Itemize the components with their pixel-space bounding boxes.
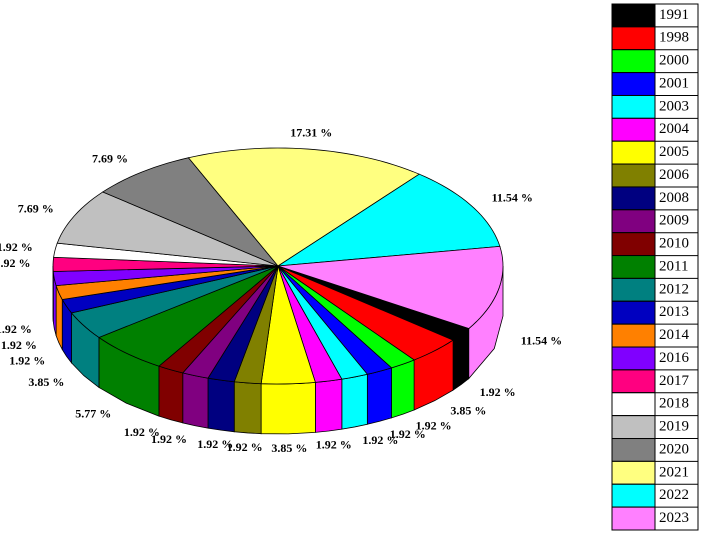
legend-label: 2018 (659, 396, 689, 412)
slice (260, 265, 316, 385)
legend-label: 2019 (659, 419, 689, 435)
legend-swatch (611, 438, 656, 462)
slice (56, 191, 279, 267)
legend-label: 2006 (659, 167, 690, 183)
legend-label: 2009 (659, 213, 689, 229)
value-label: 1.92 % (480, 385, 516, 399)
slice-side (391, 359, 415, 419)
value-label: 1.92 % (197, 437, 233, 451)
legend-swatch (611, 460, 656, 485)
value-label: 11.54 % (521, 334, 562, 348)
legend-label: 2004 (659, 121, 690, 137)
value-label: 1.92 % (0, 322, 32, 336)
legend-swatch (611, 323, 656, 348)
legend-swatch (611, 300, 656, 325)
slice-side (233, 381, 262, 435)
legend-swatch (611, 3, 656, 28)
legend-swatch (611, 209, 656, 234)
value-label: 1.92 % (0, 256, 31, 270)
slice-side (182, 372, 209, 429)
legend-swatch (611, 506, 656, 531)
legend-swatch (611, 26, 656, 51)
legend-swatch (611, 277, 656, 302)
value-label: 7.69 % (18, 201, 54, 215)
slice (101, 157, 279, 267)
value-label: 5.77 % (75, 406, 111, 420)
value-label: 3.85 % (28, 375, 64, 389)
value-label: 1.92 % (0, 240, 33, 254)
legend-swatch (611, 255, 656, 279)
legend-label: 2013 (659, 304, 689, 320)
legend-label: 2012 (659, 281, 689, 297)
legend-label: 2021 (659, 464, 689, 480)
legend-swatch (611, 346, 656, 371)
slice (277, 173, 501, 267)
legend-label: 2022 (659, 487, 689, 503)
value-label: 3.85 % (271, 441, 307, 455)
slice-side (366, 367, 392, 425)
legend-swatch (611, 49, 656, 74)
value-label: 11.54 % (492, 190, 533, 204)
legend-label: 2010 (659, 236, 689, 252)
value-label: 1.92 % (124, 425, 160, 439)
value-label: 1.92 % (1, 338, 37, 352)
slice-side (260, 381, 316, 435)
value-label: 1.92 % (390, 427, 426, 441)
value-label: 1.92 % (227, 440, 263, 454)
legend-label: 1991 (659, 7, 689, 23)
legend-label: 2016 (659, 350, 690, 366)
legend-swatch (611, 140, 656, 165)
value-label: 1.92 % (362, 433, 398, 447)
legend-swatch (611, 483, 656, 508)
value-label: 17.31 % (290, 126, 332, 140)
legend-label: 1998 (659, 30, 689, 46)
slice (70, 265, 279, 338)
legend-swatch (611, 415, 656, 440)
slice (277, 265, 454, 361)
legend-label: 2023 (659, 510, 689, 526)
legend-label: 2008 (659, 190, 689, 206)
slice-side (207, 377, 235, 433)
slice (98, 265, 279, 367)
legend-swatch (611, 117, 656, 142)
legend-label: 2014 (659, 327, 690, 343)
value-label: 1.92 % (416, 419, 452, 433)
legend-swatch (611, 72, 656, 96)
slice-side (314, 378, 343, 433)
legend-label: 2020 (659, 441, 689, 457)
value-label: 1.92 % (316, 438, 352, 452)
legend-swatch (611, 186, 656, 211)
legend-swatch (611, 392, 656, 417)
value-label: 7.69 % (92, 152, 128, 166)
slice-side (158, 365, 184, 424)
slice (187, 147, 421, 267)
legend-swatch (611, 232, 656, 257)
value-label: 1.92 % (151, 432, 187, 446)
legend-label: 2000 (659, 53, 689, 69)
slice (277, 245, 504, 329)
legend-swatch (611, 163, 656, 188)
slice-side (341, 373, 368, 430)
legend-label: 2005 (659, 144, 689, 160)
legend-label: 2011 (659, 258, 688, 274)
legend-swatch (611, 369, 656, 394)
legend-swatch (611, 94, 656, 119)
value-label: 3.85 % (450, 403, 486, 417)
legend-label: 2003 (659, 98, 689, 114)
value-label: 1.92 % (9, 353, 45, 367)
legend-label: 2017 (659, 373, 690, 389)
legend-label: 2001 (659, 75, 689, 91)
